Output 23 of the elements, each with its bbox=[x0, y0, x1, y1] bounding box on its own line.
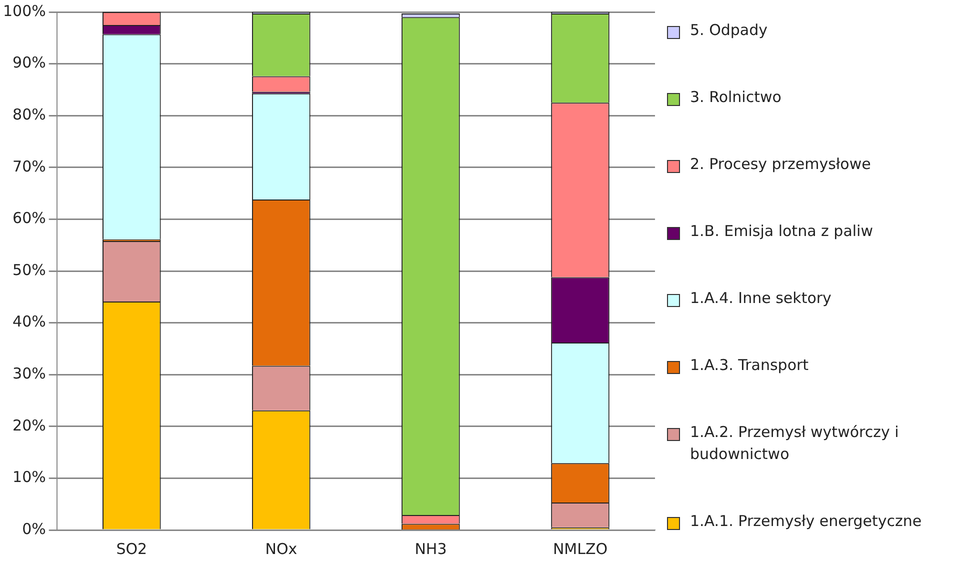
x-tick-label: SO2 bbox=[116, 540, 148, 558]
y-tick-label: 20% bbox=[12, 416, 46, 434]
y-tick-label: 50% bbox=[12, 260, 46, 279]
y-tick-label: 40% bbox=[12, 312, 46, 331]
y-tick-label: 90% bbox=[12, 54, 46, 72]
legend-label: 1.A.2. Przemysł wytwórczy i budownictwo bbox=[690, 422, 900, 465]
legend-label: 1.A.4. Inne sektory bbox=[690, 288, 832, 309]
y-tick-label: 70% bbox=[12, 157, 46, 176]
x-tick-label: NOx bbox=[265, 540, 298, 558]
legend-label: 5. Odpady bbox=[690, 20, 768, 41]
y-tick-label: 100% bbox=[2, 2, 46, 20]
legend-label: 1.A.3. Transport bbox=[690, 355, 809, 376]
y-tick-label: 0% bbox=[22, 520, 46, 538]
x-tick-label: NMLZO bbox=[552, 540, 608, 558]
y-tick-label: 10% bbox=[12, 468, 46, 486]
legend-label: 1.B. Emisja lotna z paliw bbox=[690, 221, 873, 242]
legend-label: 2. Procesy przemysłowe bbox=[690, 154, 871, 175]
legend-label: 3. Rolnictwo bbox=[690, 87, 782, 108]
y-tick-label: 60% bbox=[12, 209, 46, 228]
legend-label: 1.A.1. Przemysły energetyczne bbox=[690, 511, 922, 532]
y-tick-label: 80% bbox=[12, 105, 46, 124]
x-tick-label: NH3 bbox=[414, 540, 447, 558]
y-tick-label: 30% bbox=[12, 364, 46, 382]
